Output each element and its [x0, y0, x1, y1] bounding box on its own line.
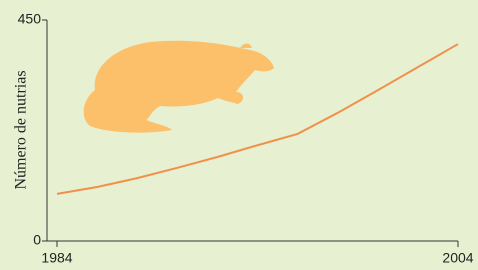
- x-tick-label: 1984: [41, 250, 72, 266]
- chart: Número de nutrias 0 450 1984 2004: [0, 0, 478, 270]
- y-tick-label: 0: [33, 232, 41, 248]
- y-axis-label: Número de nutrias: [13, 70, 30, 189]
- page: {"chart_data": {"type": "line", "y_label…: [0, 0, 478, 270]
- y-tick-label: 450: [18, 11, 42, 27]
- x-tick-label: 2004: [442, 250, 473, 266]
- background: [0, 0, 478, 270]
